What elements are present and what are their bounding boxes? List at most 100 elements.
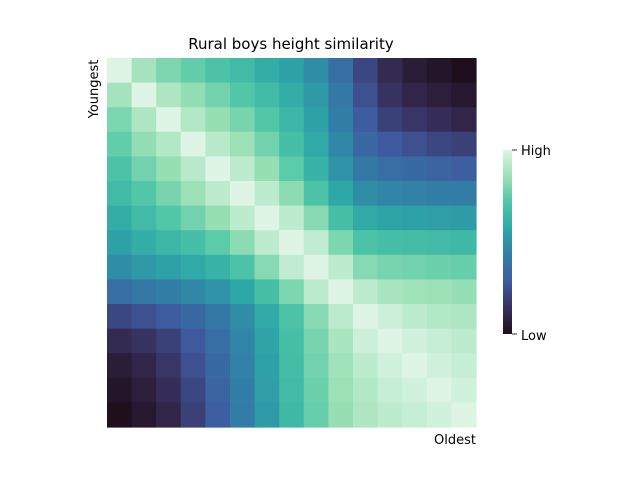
- heatmap-cell: [451, 107, 477, 133]
- heatmap-cell: [180, 353, 206, 379]
- heatmap-cell: [328, 205, 354, 231]
- heatmap-cell: [451, 131, 477, 157]
- heatmap-cell: [180, 402, 206, 428]
- heatmap-cell: [230, 156, 256, 182]
- heatmap-cell: [156, 58, 182, 84]
- heatmap-cell: [230, 254, 256, 280]
- heatmap-cell: [451, 254, 477, 280]
- heatmap-cell: [426, 353, 452, 379]
- heatmap-cell: [353, 205, 379, 231]
- heatmap-cell: [254, 82, 280, 108]
- heatmap-cell: [353, 254, 379, 280]
- heatmap-cell: [377, 377, 403, 403]
- heatmap-cell: [279, 279, 305, 305]
- heatmap-cell: [131, 304, 157, 330]
- heatmap-cell: [107, 58, 133, 84]
- heatmap-cell: [402, 279, 428, 305]
- heatmap-cell: [303, 254, 329, 280]
- heatmap-cell: [131, 353, 157, 379]
- heatmap-cell: [426, 377, 452, 403]
- heatmap-cell: [254, 353, 280, 379]
- heatmap-cell: [205, 304, 231, 330]
- heatmap-cell: [328, 254, 354, 280]
- heatmap-cell: [131, 402, 157, 428]
- heatmap-cell: [107, 156, 133, 182]
- heatmap-cell: [402, 82, 428, 108]
- heatmap-cell: [205, 181, 231, 207]
- heatmap-cell: [131, 82, 157, 108]
- heatmap-cell: [377, 181, 403, 207]
- heatmap-cell: [180, 181, 206, 207]
- heatmap-cell: [279, 82, 305, 108]
- heatmap-cell: [328, 377, 354, 403]
- heatmap-cell: [353, 58, 379, 84]
- heatmap-cell: [205, 353, 231, 379]
- heatmap-cell: [426, 82, 452, 108]
- heatmap-cell: [156, 402, 182, 428]
- heatmap-cell: [230, 328, 256, 354]
- heatmap-cell: [156, 156, 182, 182]
- heatmap-cell: [377, 328, 403, 354]
- heatmap-cell: [451, 58, 477, 84]
- heatmap-cell: [254, 402, 280, 428]
- heatmap-cell: [353, 82, 379, 108]
- heatmap-cell: [353, 328, 379, 354]
- heatmap-cell: [279, 181, 305, 207]
- heatmap-cell: [328, 107, 354, 133]
- heatmap-cell: [131, 58, 157, 84]
- heatmap-cell: [328, 230, 354, 256]
- heatmap-cell: [377, 353, 403, 379]
- heatmap-cell: [107, 377, 133, 403]
- heatmap-cell: [230, 377, 256, 403]
- heatmap-cell: [353, 156, 379, 182]
- heatmap-cell: [451, 230, 477, 256]
- heatmap-cell: [377, 107, 403, 133]
- heatmap-cell: [328, 328, 354, 354]
- heatmap-cell: [131, 181, 157, 207]
- heatmap-cell: [451, 304, 477, 330]
- heatmap-cell: [156, 304, 182, 330]
- heatmap-cell: [426, 156, 452, 182]
- heatmap-cell: [328, 58, 354, 84]
- heatmap-cell: [426, 402, 452, 428]
- heatmap-cell: [254, 58, 280, 84]
- heatmap-cell: [303, 82, 329, 108]
- heatmap-cell: [279, 131, 305, 157]
- heatmap-cell: [254, 156, 280, 182]
- heatmap-cell: [279, 254, 305, 280]
- heatmap-cell: [402, 328, 428, 354]
- heatmap-cell: [131, 377, 157, 403]
- heatmap-cell: [303, 58, 329, 84]
- heatmap-cell: [328, 402, 354, 428]
- heatmap-cell: [377, 304, 403, 330]
- heatmap-cell: [303, 304, 329, 330]
- heatmap-cell: [402, 402, 428, 428]
- heatmap-cell: [230, 304, 256, 330]
- heatmap-cell: [328, 353, 354, 379]
- heatmap-cell: [402, 131, 428, 157]
- heatmap-cell: [205, 279, 231, 305]
- heatmap-cell: [303, 402, 329, 428]
- heatmap-cell: [451, 402, 477, 428]
- heatmap-cell: [426, 254, 452, 280]
- heatmap-cell: [230, 181, 256, 207]
- heatmap-cell: [303, 377, 329, 403]
- heatmap-cell: [156, 328, 182, 354]
- heatmap-cell: [402, 58, 428, 84]
- heatmap-cell: [377, 254, 403, 280]
- heatmap-cell: [230, 82, 256, 108]
- heatmap-cell: [205, 82, 231, 108]
- heatmap-cell: [402, 107, 428, 133]
- heatmap-cell: [156, 353, 182, 379]
- heatmap-cell: [402, 304, 428, 330]
- heatmap-cell: [156, 254, 182, 280]
- heatmap-cell: [254, 254, 280, 280]
- heatmap-cell: [402, 230, 428, 256]
- heatmap-cell: [328, 279, 354, 305]
- heatmap-cell: [353, 279, 379, 305]
- heatmap-cell: [353, 230, 379, 256]
- heatmap-cell: [156, 230, 182, 256]
- heatmap-cell: [230, 205, 256, 231]
- heatmap-cell: [156, 279, 182, 305]
